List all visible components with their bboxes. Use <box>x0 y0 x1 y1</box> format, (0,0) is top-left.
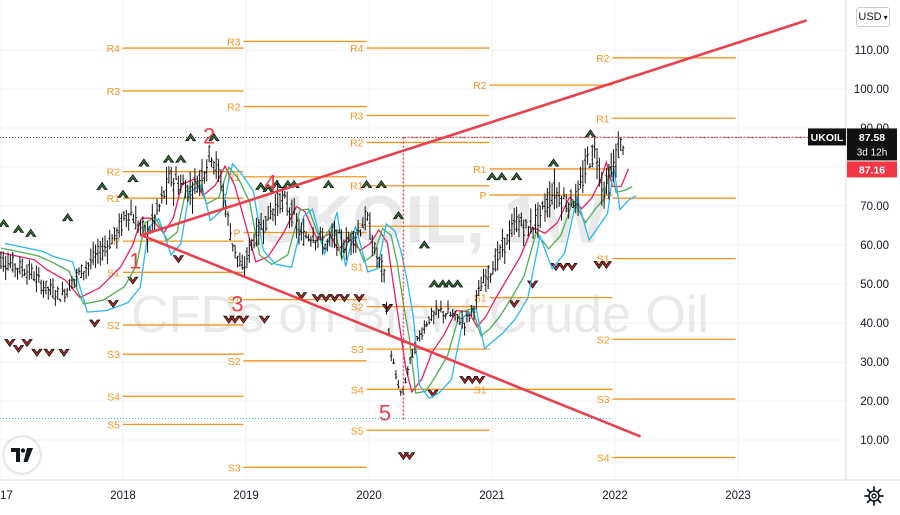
pivot-label: R2 <box>227 102 241 114</box>
pivot-label: P <box>480 190 487 202</box>
pivot-label: S5 <box>351 425 364 437</box>
pivot-label: R3 <box>107 86 121 98</box>
bar-countdown: 3d 12h <box>857 147 888 158</box>
y-tick-label: 60.00 <box>860 240 889 252</box>
x-tick-label: 2023 <box>725 490 751 502</box>
currency-label: USD <box>858 11 881 23</box>
pivot-label: S2 <box>351 302 364 314</box>
pivot-label: S2 <box>228 356 241 368</box>
currency-selector[interactable]: USD▾ <box>856 7 890 27</box>
pivot-label: R2 <box>350 137 364 149</box>
y-tick-label: 50.00 <box>860 279 889 291</box>
y-tick-label: 10.00 <box>860 435 889 447</box>
tradingview-logo-icon[interactable] <box>4 437 40 473</box>
y-tick-label: 40.00 <box>860 318 889 330</box>
pivot-label: R1 <box>473 164 487 176</box>
pivot-label: S2 <box>107 320 120 332</box>
tradingview-logo-glyph <box>11 448 33 462</box>
pivot-label: R3 <box>350 111 364 123</box>
pivot-label: S1 <box>474 384 487 396</box>
chevron-down-icon: ▾ <box>884 13 888 22</box>
y-tick-label: 70.00 <box>860 201 889 213</box>
pivot-label: S3 <box>228 462 241 474</box>
pivot-label: R1 <box>596 113 610 125</box>
x-tick-label: 2020 <box>356 490 382 502</box>
y-tick-label: 30.00 <box>860 357 889 369</box>
pivot-label: S1 <box>351 261 364 273</box>
last-price-value: 87.58 <box>859 132 885 144</box>
pivot-label: S4 <box>351 384 364 396</box>
pivot-label: R4 <box>107 43 121 55</box>
wave-label: 5 <box>379 401 391 426</box>
pivot-label: S5 <box>107 419 120 431</box>
gear-icon[interactable] <box>863 485 885 507</box>
wave-label: 4 <box>264 170 276 195</box>
x-tick-label: 2018 <box>110 490 136 502</box>
pivot-label: R3 <box>227 36 241 48</box>
pivot-label: S2 <box>597 334 610 346</box>
ma-price-value: 87.16 <box>859 164 885 176</box>
price-axis[interactable]: 110.00100.0090.0080.0070.0060.0050.0040.… <box>846 0 900 480</box>
x-tick-label: 2021 <box>479 490 505 502</box>
pivot-label: S3 <box>107 349 120 361</box>
pivot-label: S3 <box>351 344 364 356</box>
pivot-label: S3 <box>597 394 610 406</box>
pivot-label: S4 <box>107 391 120 403</box>
watermark-symbol: UKOIL, 1W <box>254 182 606 258</box>
pivot-label: R2 <box>473 80 487 92</box>
pivot-label: R1 <box>107 193 121 205</box>
pivot-label: S4 <box>597 453 610 465</box>
wave-label: 1 <box>129 248 141 273</box>
wave-label: 3 <box>231 291 243 316</box>
pivot-label: P <box>234 228 241 240</box>
pivot-label: R4 <box>350 43 364 55</box>
symbol-badge-label: UKOIL <box>811 132 844 144</box>
pivot-label: R2 <box>596 53 610 65</box>
x-tick-label: 2019 <box>233 490 259 502</box>
y-tick-label: 100.00 <box>854 84 889 96</box>
pivot-label: S1 <box>474 293 487 305</box>
time-axis[interactable]: 2017 2018 2019 2020 2021 2022 2023 <box>0 480 900 510</box>
x-tick-label: 2022 <box>602 490 628 502</box>
wave-label: 2 <box>203 124 215 149</box>
pivot-label: R2 <box>107 167 121 179</box>
x-tick-label: 2017 <box>0 490 13 502</box>
y-tick-label: 110.00 <box>855 45 889 57</box>
gear-icon-glyph <box>863 485 885 507</box>
y-tick-label: 20.00 <box>860 396 889 408</box>
